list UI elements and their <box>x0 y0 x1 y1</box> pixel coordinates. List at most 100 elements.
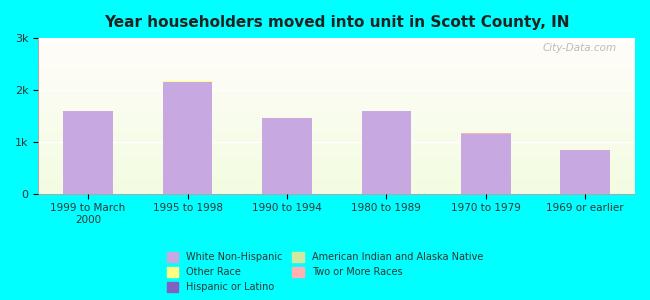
Bar <box>38 135 635 136</box>
Bar <box>38 125 635 127</box>
Bar <box>38 158 635 160</box>
Text: City-Data.com: City-Data.com <box>543 43 617 53</box>
Bar <box>38 160 635 161</box>
Bar <box>38 114 635 116</box>
Bar <box>162 82 213 194</box>
Bar <box>38 49 635 51</box>
Bar <box>38 173 635 175</box>
Bar <box>38 177 635 178</box>
Bar <box>38 64 635 66</box>
Bar <box>38 102 635 104</box>
Bar <box>38 44 635 46</box>
Bar <box>461 133 511 134</box>
Bar <box>38 170 635 172</box>
Bar <box>38 85 635 86</box>
Bar <box>38 122 635 124</box>
Bar <box>38 96 635 97</box>
Bar <box>461 134 511 194</box>
Bar <box>38 105 635 106</box>
Bar <box>38 131 635 133</box>
Bar <box>38 180 635 181</box>
Bar <box>38 97 635 99</box>
Bar <box>38 153 635 155</box>
Bar <box>38 148 635 150</box>
Bar <box>38 118 635 119</box>
Bar <box>38 86 635 88</box>
Bar <box>38 57 635 58</box>
Bar <box>38 144 635 146</box>
Bar <box>38 119 635 121</box>
Title: Year householders moved into unit in Scott County, IN: Year householders moved into unit in Sco… <box>104 15 569 30</box>
Bar <box>38 46 635 47</box>
Bar <box>38 183 635 184</box>
Bar <box>38 155 635 156</box>
Bar <box>38 124 635 125</box>
Bar <box>38 192 635 194</box>
Bar <box>38 79 635 80</box>
Bar <box>38 68 635 69</box>
Bar <box>38 63 635 64</box>
Bar <box>38 51 635 52</box>
Bar <box>38 69 635 71</box>
Bar <box>38 108 635 110</box>
Bar <box>38 161 635 163</box>
Bar <box>38 181 635 183</box>
Bar <box>38 60 635 61</box>
Bar <box>38 163 635 164</box>
Bar <box>560 150 610 194</box>
Bar <box>38 91 635 93</box>
Bar <box>38 141 635 142</box>
Bar <box>38 99 635 100</box>
Bar <box>38 40 635 41</box>
Bar <box>38 178 635 180</box>
Bar <box>38 43 635 44</box>
Bar <box>38 189 635 190</box>
Bar <box>38 83 635 85</box>
Bar <box>38 93 635 94</box>
Bar <box>38 54 635 55</box>
Bar <box>38 116 635 118</box>
Bar <box>38 80 635 82</box>
Bar <box>38 103 635 105</box>
Bar <box>38 77 635 79</box>
Bar <box>38 128 635 130</box>
Bar <box>38 138 635 139</box>
Bar <box>361 111 411 194</box>
Bar <box>38 47 635 49</box>
Bar <box>63 111 113 194</box>
Bar <box>38 41 635 43</box>
Bar <box>38 38 635 40</box>
Bar <box>38 74 635 75</box>
Bar <box>38 146 635 147</box>
Bar <box>38 66 635 68</box>
Bar <box>162 81 213 82</box>
Bar <box>38 184 635 186</box>
Bar <box>38 121 635 122</box>
Legend: White Non-Hispanic, Other Race, Hispanic or Latino, American Indian and Alaska N: White Non-Hispanic, Other Race, Hispanic… <box>164 249 486 295</box>
Bar <box>38 88 635 89</box>
Bar <box>38 167 635 169</box>
Bar <box>38 169 635 170</box>
Bar <box>38 175 635 177</box>
Bar <box>38 156 635 158</box>
Bar <box>38 150 635 152</box>
Bar <box>38 58 635 60</box>
Bar <box>38 113 635 114</box>
Bar <box>38 111 635 113</box>
Bar <box>38 55 635 57</box>
Bar <box>38 172 635 173</box>
Bar <box>38 71 635 72</box>
Bar <box>38 142 635 144</box>
Bar <box>38 75 635 77</box>
Bar <box>38 72 635 74</box>
Bar <box>38 106 635 108</box>
Bar <box>38 133 635 135</box>
Bar <box>38 166 635 167</box>
Bar <box>38 61 635 63</box>
Bar <box>38 100 635 102</box>
Bar <box>38 139 635 141</box>
Bar <box>38 89 635 91</box>
Bar <box>38 190 635 192</box>
Bar <box>38 94 635 96</box>
Bar <box>38 52 635 54</box>
